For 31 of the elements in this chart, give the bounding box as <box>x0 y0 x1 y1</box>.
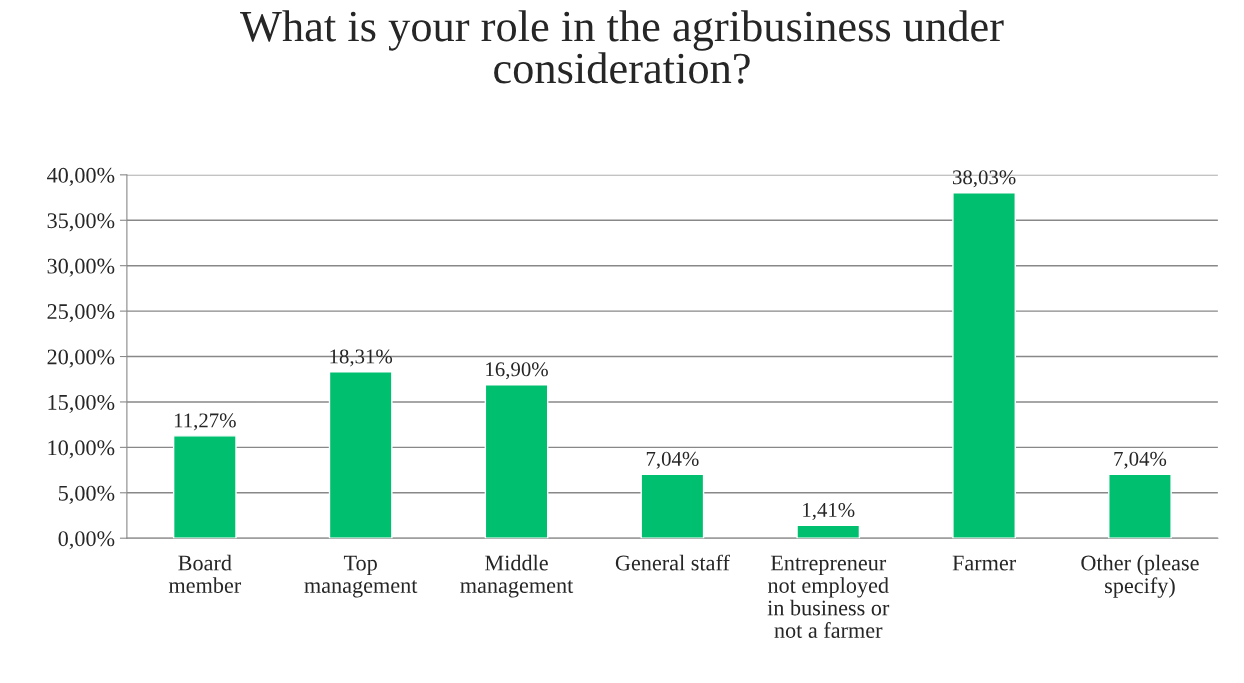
bar <box>952 192 1016 539</box>
chart-title: What is your role in the agribusiness under consideration? <box>240 10 1004 84</box>
bar <box>328 371 393 539</box>
bar <box>484 383 549 539</box>
y-tick-label: 5,00% <box>58 485 115 504</box>
y-tick-label: 15,00% <box>48 394 115 414</box>
data-label: 18,31% <box>330 349 393 367</box>
bar <box>796 524 861 539</box>
y-tick-label: 25,00% <box>47 304 115 323</box>
x-tick-label: Top management <box>304 555 418 598</box>
x-tick-label: Other (please specify) <box>1081 554 1199 598</box>
data-label: 11,27% <box>174 413 236 431</box>
y-tick-label: 20,00% <box>47 349 115 368</box>
data-label: 7,04% <box>646 451 699 469</box>
data-label: 7,04% <box>1114 451 1167 469</box>
x-tick-label: Board member <box>168 554 242 593</box>
y-tick-label: 10,00% <box>48 440 115 459</box>
bar <box>1108 473 1172 539</box>
x-tick-label: General staff <box>615 554 730 571</box>
y-tick-label: 30,00% <box>47 258 115 277</box>
x-tick-label: Farmer <box>952 555 1016 571</box>
x-tick-label: Middle management <box>460 554 574 598</box>
y-tick-label: 0,00% <box>58 531 115 550</box>
data-label: 16,90% <box>486 362 548 380</box>
y-tick-label: 35,00% <box>47 213 115 232</box>
y-tick-label: 40,00% <box>47 167 115 186</box>
data-label: 38,03% <box>952 170 1016 188</box>
x-tick-label: Entrepreneur not employed in business or not a farmer <box>767 555 890 638</box>
bar <box>172 435 237 539</box>
data-label: 1,41% <box>803 502 855 520</box>
bar <box>640 473 705 539</box>
